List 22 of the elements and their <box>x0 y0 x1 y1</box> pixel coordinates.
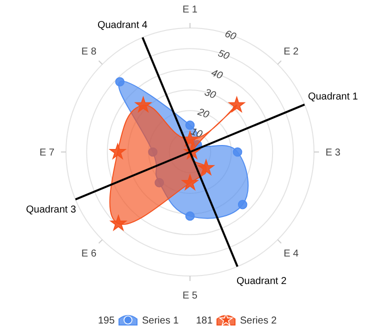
legend-label: Series 1 <box>142 316 180 326</box>
y-tick-label: 60 <box>223 28 238 44</box>
y-tick-label: 10 <box>189 126 204 141</box>
spoke-label: E 1 <box>182 4 198 16</box>
spoke-label: E 4 <box>284 248 300 260</box>
text: Quadrant 3 <box>26 204 76 216</box>
spoke-label: E 3 <box>325 148 341 158</box>
text: 181 <box>196 316 213 326</box>
spoke-label: E 6 <box>81 248 97 260</box>
spoke-label: E 7 <box>39 148 55 158</box>
text: Quadrant 2 <box>236 276 287 287</box>
spoke-label: E 2 <box>284 46 300 58</box>
y-tick-label: 20 <box>195 106 211 122</box>
legend-label: Series 2 <box>240 316 278 326</box>
text: Quadrant 4 <box>97 20 148 32</box>
text: 195 <box>98 316 115 326</box>
y-tick-label: 30 <box>202 87 218 102</box>
y-tick-label: 40 <box>210 68 224 82</box>
spoke-label: E 5 <box>182 290 198 302</box>
text: Quadrant 1 <box>308 91 358 102</box>
y-tick-label: 50 <box>216 48 232 63</box>
spoke-label: E 8 <box>81 46 97 58</box>
